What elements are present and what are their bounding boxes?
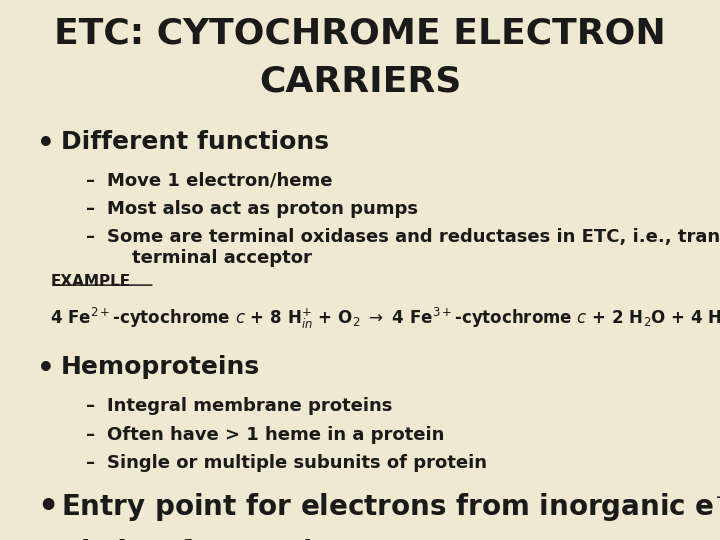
Text: EXAMPLE: EXAMPLE <box>50 274 130 289</box>
Text: CARRIERS: CARRIERS <box>258 65 462 99</box>
Text: Often have > 1 heme in a protein: Often have > 1 heme in a protein <box>107 426 444 443</box>
Text: –: – <box>86 228 96 246</box>
Text: –: – <box>86 172 96 190</box>
Text: –: – <box>86 426 96 443</box>
Text: 4 Fe$^{2+}$-cytochrome $c$ + 8 H$^{+}_{in}$ + O$_{2}$ $\rightarrow$ 4 Fe$^{3+}$-: 4 Fe$^{2+}$-cytochrome $c$ + 8 H$^{+}_{i… <box>50 306 720 330</box>
Text: •: • <box>37 491 59 524</box>
Text: nitrite, ferrous ion, etc.: nitrite, ferrous ion, etc. <box>61 539 431 540</box>
Text: –: – <box>86 200 96 218</box>
Text: •: • <box>37 130 55 158</box>
Text: Different functions: Different functions <box>61 130 329 153</box>
Text: Integral membrane proteins: Integral membrane proteins <box>107 397 392 415</box>
Text: •: • <box>37 355 55 383</box>
Text: Single or multiple subunits of protein: Single or multiple subunits of protein <box>107 454 487 471</box>
Text: –: – <box>86 397 96 415</box>
Text: –: – <box>86 454 96 471</box>
Text: Most also act as proton pumps: Most also act as proton pumps <box>107 200 418 218</box>
Text: Move 1 electron/heme: Move 1 electron/heme <box>107 172 332 190</box>
Text: Some are terminal oxidases and reductases in ETC, i.e., transfer to
    terminal: Some are terminal oxidases and reductase… <box>107 228 720 267</box>
Text: Hemoproteins: Hemoproteins <box>61 355 261 379</box>
Text: ETC: CYTOCHROME ELECTRON: ETC: CYTOCHROME ELECTRON <box>54 16 666 50</box>
Text: Entry point for electrons from inorganic e$^{-}$ donors:: Entry point for electrons from inorganic… <box>61 491 720 523</box>
